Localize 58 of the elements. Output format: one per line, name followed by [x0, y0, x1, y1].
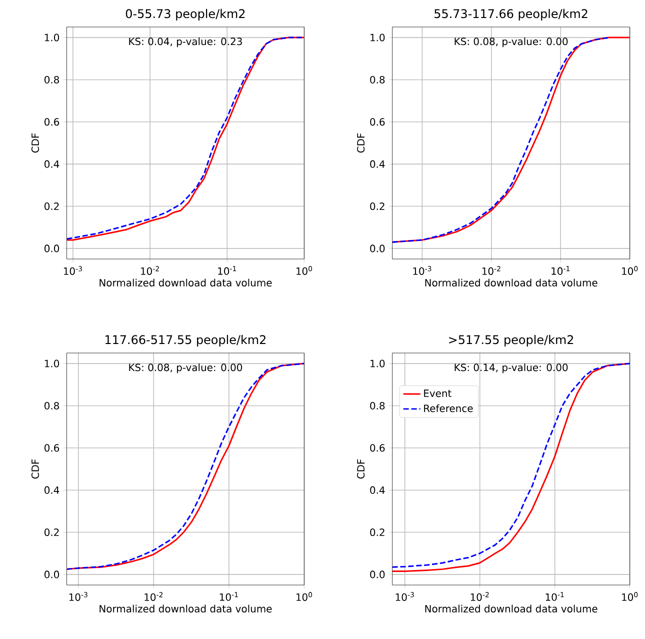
x-tick-label: 10$^{0}$ — [622, 592, 638, 601]
y-tick-label: 0.8 — [370, 402, 385, 410]
y-axis-title: CDF — [31, 133, 39, 153]
x-axis-title: Normalized download data volume — [100, 604, 272, 613]
y-tick-label: 0.8 — [370, 76, 385, 84]
annotation: KS: 0.14, p-value: 0.00 — [454, 363, 568, 374]
annotation: KS: 0.08, p-value: 0.00 — [454, 37, 568, 48]
x-tick-label: 10$^{-3}$ — [413, 266, 432, 275]
y-tick-label: 1.0 — [44, 360, 60, 368]
y-tick-label: 1.0 — [370, 34, 385, 42]
y-tick-label: 0.2 — [44, 528, 59, 536]
y-tick-label: 0.0 — [370, 570, 385, 578]
x-tick-label: 10$^{-1}$ — [552, 266, 570, 275]
y-tick-label: 0.8 — [44, 76, 60, 84]
chart-title: 0-55.73 people/km2 — [126, 8, 245, 20]
x-tick-label: 10$^{-3}$ — [69, 592, 88, 601]
y-tick-label: 0.4 — [44, 160, 60, 168]
y-tick-label: 0.4 — [370, 160, 385, 168]
y-tick-label: 0.2 — [370, 528, 384, 536]
y-axis-title: CDF — [357, 133, 365, 153]
y-tick-label: 0.6 — [44, 444, 60, 452]
x-tick-label: 10$^{-2}$ — [482, 266, 500, 275]
x-tick-label: 10$^{-3}$ — [64, 266, 82, 275]
y-tick-label: 0.8 — [44, 402, 60, 410]
y-axis-title: CDF — [31, 459, 39, 479]
x-tick-label: 10$^{-2}$ — [141, 266, 159, 275]
x-tick-label: 10$^{-1}$ — [546, 592, 564, 601]
y-tick-label: 0.4 — [370, 486, 385, 494]
x-tick-label: 10$^{-1}$ — [218, 266, 236, 275]
x-tick-label: 10$^{0}$ — [622, 266, 638, 275]
x-tick-label: 10$^{-2}$ — [144, 592, 163, 601]
legend-label: Event — [424, 390, 452, 398]
y-tick-label: 0.0 — [44, 570, 60, 578]
chart-title: 55.73-117.66 people/km2 — [434, 8, 588, 20]
y-tick-label: 0.6 — [44, 118, 60, 126]
y-axis-title: CDF — [357, 459, 365, 479]
y-tick-label: 0.0 — [370, 244, 385, 252]
annotation: KS: 0.04, p-value: 0.23 — [129, 37, 242, 48]
y-tick-label: 0.2 — [370, 202, 384, 210]
y-tick-label: 1.0 — [370, 360, 385, 368]
x-tick-label: 10$^{-2}$ — [470, 592, 489, 601]
chart-title: 117.66-517.55 people/km2 — [106, 334, 266, 346]
y-tick-label: 0.6 — [370, 444, 385, 452]
x-axis-title: Normalized download data volume — [425, 604, 598, 613]
x-axis-title: Normalized download data volume — [425, 278, 598, 286]
y-tick-label: 0.4 — [44, 486, 60, 494]
y-tick-label: 0.2 — [44, 202, 59, 210]
y-tick-label: 1.0 — [44, 34, 60, 42]
annotation: KS: 0.08, p-value: 0.00 — [129, 363, 242, 374]
x-axis-title: Normalized download data volume — [100, 278, 272, 286]
y-tick-label: 0.0 — [44, 244, 60, 252]
chart-title: >517.55 people/km2 — [449, 334, 574, 346]
x-tick-label: 10$^{0}$ — [296, 592, 312, 601]
y-tick-label: 0.6 — [370, 118, 385, 126]
x-tick-label: 10$^{0}$ — [296, 266, 312, 275]
x-tick-label: 10$^{-1}$ — [220, 592, 238, 601]
x-tick-label: 10$^{-3}$ — [396, 592, 414, 601]
legend-label: Reference — [424, 404, 473, 412]
